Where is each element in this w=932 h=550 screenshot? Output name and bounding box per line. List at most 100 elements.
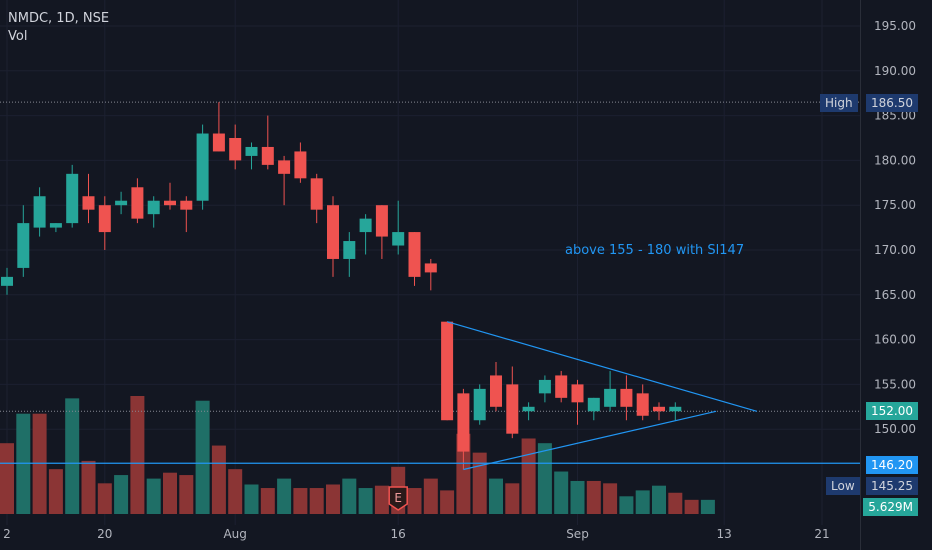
high-tag: High	[820, 94, 858, 112]
volume-bar	[277, 478, 292, 514]
candle-body	[17, 223, 30, 268]
candle-body	[66, 173, 79, 224]
candle-body	[212, 133, 225, 152]
x-tick-label: Sep	[566, 527, 589, 541]
candle-body	[441, 321, 454, 421]
y-tick-label: 150.00	[874, 422, 916, 436]
time-axis[interactable]: 2 20 Aug 16 Sep 13 21	[3, 527, 829, 541]
candles: E	[1, 102, 682, 511]
volume-bar	[195, 400, 210, 514]
candle-body	[506, 384, 519, 434]
candle-body	[33, 196, 46, 228]
volume-bar	[244, 484, 259, 514]
candle-body	[473, 388, 486, 421]
candle-body	[343, 241, 356, 259]
candle-body	[49, 223, 62, 228]
volume-bar	[652, 485, 666, 514]
candle-body	[571, 384, 584, 403]
trade-annotation[interactable]: above 155 - 180 with Sl147	[565, 243, 745, 258]
grid	[0, 0, 860, 525]
volume-bar	[603, 483, 618, 514]
candle-body	[164, 200, 176, 206]
trendlines	[0, 321, 860, 471]
trendline-lower	[463, 410, 717, 471]
low-tag: Low	[826, 477, 860, 495]
candle-body	[131, 187, 144, 219]
volume-bar	[130, 396, 145, 514]
volume-bar	[537, 443, 552, 514]
candle-body	[310, 178, 323, 210]
candle-body	[587, 397, 600, 412]
candle-body	[457, 393, 470, 452]
volume-bar	[554, 471, 569, 514]
volume-bar	[358, 488, 373, 514]
candle-body	[327, 205, 339, 259]
y-tick-label: 155.00	[874, 377, 916, 391]
volume-bar	[700, 499, 715, 514]
earnings-badge	[388, 486, 408, 511]
candle-body	[82, 196, 95, 210]
volume-bar	[374, 485, 389, 514]
y-tick-label: 180.00	[874, 153, 916, 167]
axis-separator	[860, 0, 861, 550]
candle-body	[245, 146, 258, 156]
candle-body	[538, 379, 551, 394]
volume-bar	[16, 413, 31, 514]
volume-bar	[668, 492, 683, 514]
candle-body	[196, 133, 209, 201]
x-tick-label: 2	[3, 527, 11, 541]
candle-body	[392, 232, 405, 246]
high-price-label: 186.50	[866, 94, 918, 112]
candle-body	[359, 218, 372, 233]
candle-body	[147, 200, 160, 215]
volume-bar	[48, 469, 63, 514]
volume-bar	[32, 413, 47, 514]
trendline-upper	[446, 321, 757, 412]
candle-body	[424, 263, 437, 273]
price-axis[interactable]: 195.00 190.00 185.00 180.00 175.00 170.00 165.…	[874, 19, 916, 436]
x-tick-label: 13	[717, 527, 732, 541]
y-tick-label: 170.00	[874, 243, 916, 257]
candle-body	[408, 232, 421, 277]
volume-indicator-label[interactable]: Vol	[8, 29, 28, 44]
candle-body	[653, 406, 665, 412]
symbol-title[interactable]: NMDC, 1D, NSE	[8, 11, 110, 26]
volume-bar	[163, 472, 177, 514]
last-price-label: 152.00	[866, 402, 918, 420]
volume-bar	[456, 433, 471, 514]
x-tick-label: 21	[814, 527, 829, 541]
volume-bar	[472, 452, 487, 514]
support-price-label: 146.20	[866, 456, 918, 474]
volume-bar	[293, 488, 308, 514]
volume-bars	[0, 396, 715, 514]
volume-bar	[521, 438, 536, 514]
volume-bar	[342, 478, 357, 514]
volume-bar	[326, 484, 340, 514]
volume-bar	[114, 475, 129, 514]
volume-bar	[0, 443, 14, 514]
candle-body	[1, 276, 13, 286]
candle-body	[490, 375, 502, 407]
candle-body	[620, 388, 633, 407]
candle-body	[115, 200, 128, 206]
volume-bar	[586, 480, 601, 514]
candle-body	[375, 205, 388, 237]
volume-bar	[489, 478, 503, 514]
volume-bar	[65, 398, 80, 514]
volume-bar	[81, 460, 96, 514]
volume-bar	[440, 490, 455, 514]
x-tick-label: 16	[391, 527, 406, 541]
candle-body	[278, 160, 291, 174]
candle-body	[522, 406, 535, 412]
x-tick-label: 20	[97, 527, 112, 541]
volume-bar	[146, 478, 161, 514]
volume-bar	[309, 488, 324, 514]
low-price-label: 145.25	[866, 477, 918, 495]
y-tick-label: 175.00	[874, 198, 916, 212]
candle-body	[636, 393, 649, 416]
y-tick-label: 165.00	[874, 288, 916, 302]
y-tick-label: 195.00	[874, 19, 916, 33]
volume-bar	[179, 475, 194, 514]
volume-bar	[97, 483, 112, 514]
